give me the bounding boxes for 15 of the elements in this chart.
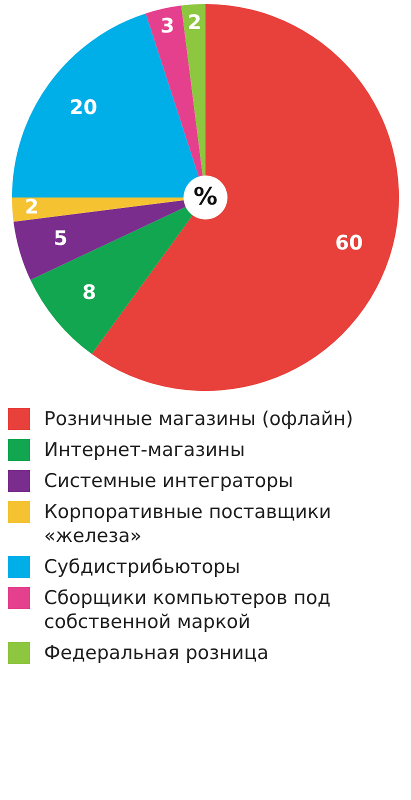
data-label: 8 [82,280,96,304]
legend-label: Субдистрибьюторы [44,555,240,579]
data-label: 2 [188,10,202,34]
data-label: 2 [24,194,39,219]
legend-label: Системные интеграторы [44,469,294,493]
legend-label: Федеральная розница [44,641,269,665]
data-label: 60 [335,230,363,254]
legend-label: Розничные магазины (офлайн) [44,407,354,431]
data-label: 5 [54,226,68,250]
text: % [193,182,218,211]
data-label: 3 [160,14,174,38]
legend-label: Сборщики компьютеров под собственной маркой [44,586,332,634]
legend-label: Интернет-магазины [44,438,245,462]
data-label: 20 [69,94,98,119]
legend-label: Корпоративные поставщики «железа» [44,500,332,548]
